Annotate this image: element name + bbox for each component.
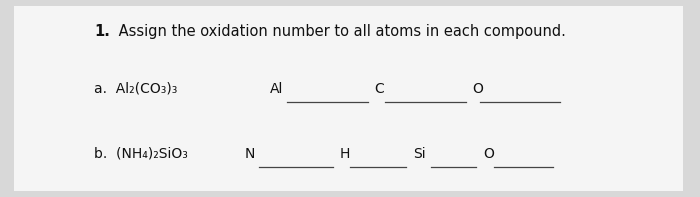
Text: Assign the oxidation number to all atoms in each compound.: Assign the oxidation number to all atoms… — [114, 24, 566, 39]
Text: Si: Si — [413, 147, 426, 161]
FancyBboxPatch shape — [14, 6, 682, 191]
Text: O: O — [473, 82, 484, 96]
Text: H: H — [340, 147, 350, 161]
Text: N: N — [245, 147, 255, 161]
Text: O: O — [483, 147, 494, 161]
Text: b.  (NH₄)₂SiO₃: b. (NH₄)₂SiO₃ — [94, 147, 188, 161]
Text: 1.: 1. — [94, 24, 111, 39]
Text: C: C — [374, 82, 384, 96]
Text: a.  Al₂(CO₃)₃: a. Al₂(CO₃)₃ — [94, 82, 178, 96]
Text: Al: Al — [270, 82, 283, 96]
